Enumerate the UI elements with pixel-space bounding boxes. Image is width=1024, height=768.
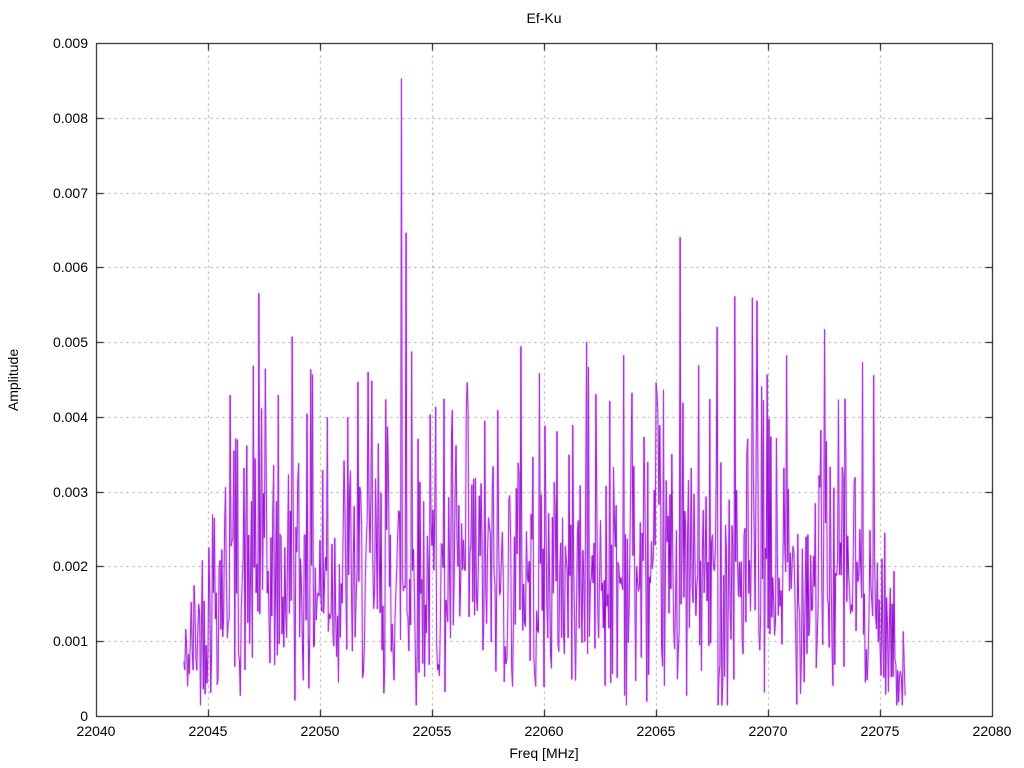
x-tick-label: 22040	[76, 723, 116, 739]
x-tick-label: 22045	[188, 723, 228, 739]
x-tick-label: 22065	[636, 723, 676, 739]
y-axis-label-text: Amplitude	[5, 348, 21, 412]
x-tick-label: 22060	[524, 723, 564, 739]
y-tick-label: 0.004	[52, 408, 88, 425]
x-tick-label: 22070	[748, 723, 788, 739]
y-tick-label: 0.008	[52, 109, 88, 126]
y-tick-label: 0.005	[52, 334, 88, 351]
chart-title: Ef-Ku	[526, 10, 562, 26]
y-tick-label: 0.001	[52, 633, 88, 650]
x-tick-label: 22075	[860, 723, 900, 739]
y-tick-label: 0.002	[52, 558, 88, 575]
x-tick-label: 22080	[972, 723, 1012, 739]
y-tick-label: 0.006	[52, 259, 88, 276]
x-tick-label: 22055	[412, 723, 452, 739]
y-tick-label: 0.007	[52, 184, 88, 201]
y-tick-label: 0.009	[52, 35, 88, 51]
x-tick-label: 22050	[300, 723, 340, 739]
x-axis-label: Freq [MHz]	[509, 745, 579, 761]
y-tick-label: 0	[80, 708, 88, 724]
y-tick-label: 0.003	[52, 483, 88, 500]
